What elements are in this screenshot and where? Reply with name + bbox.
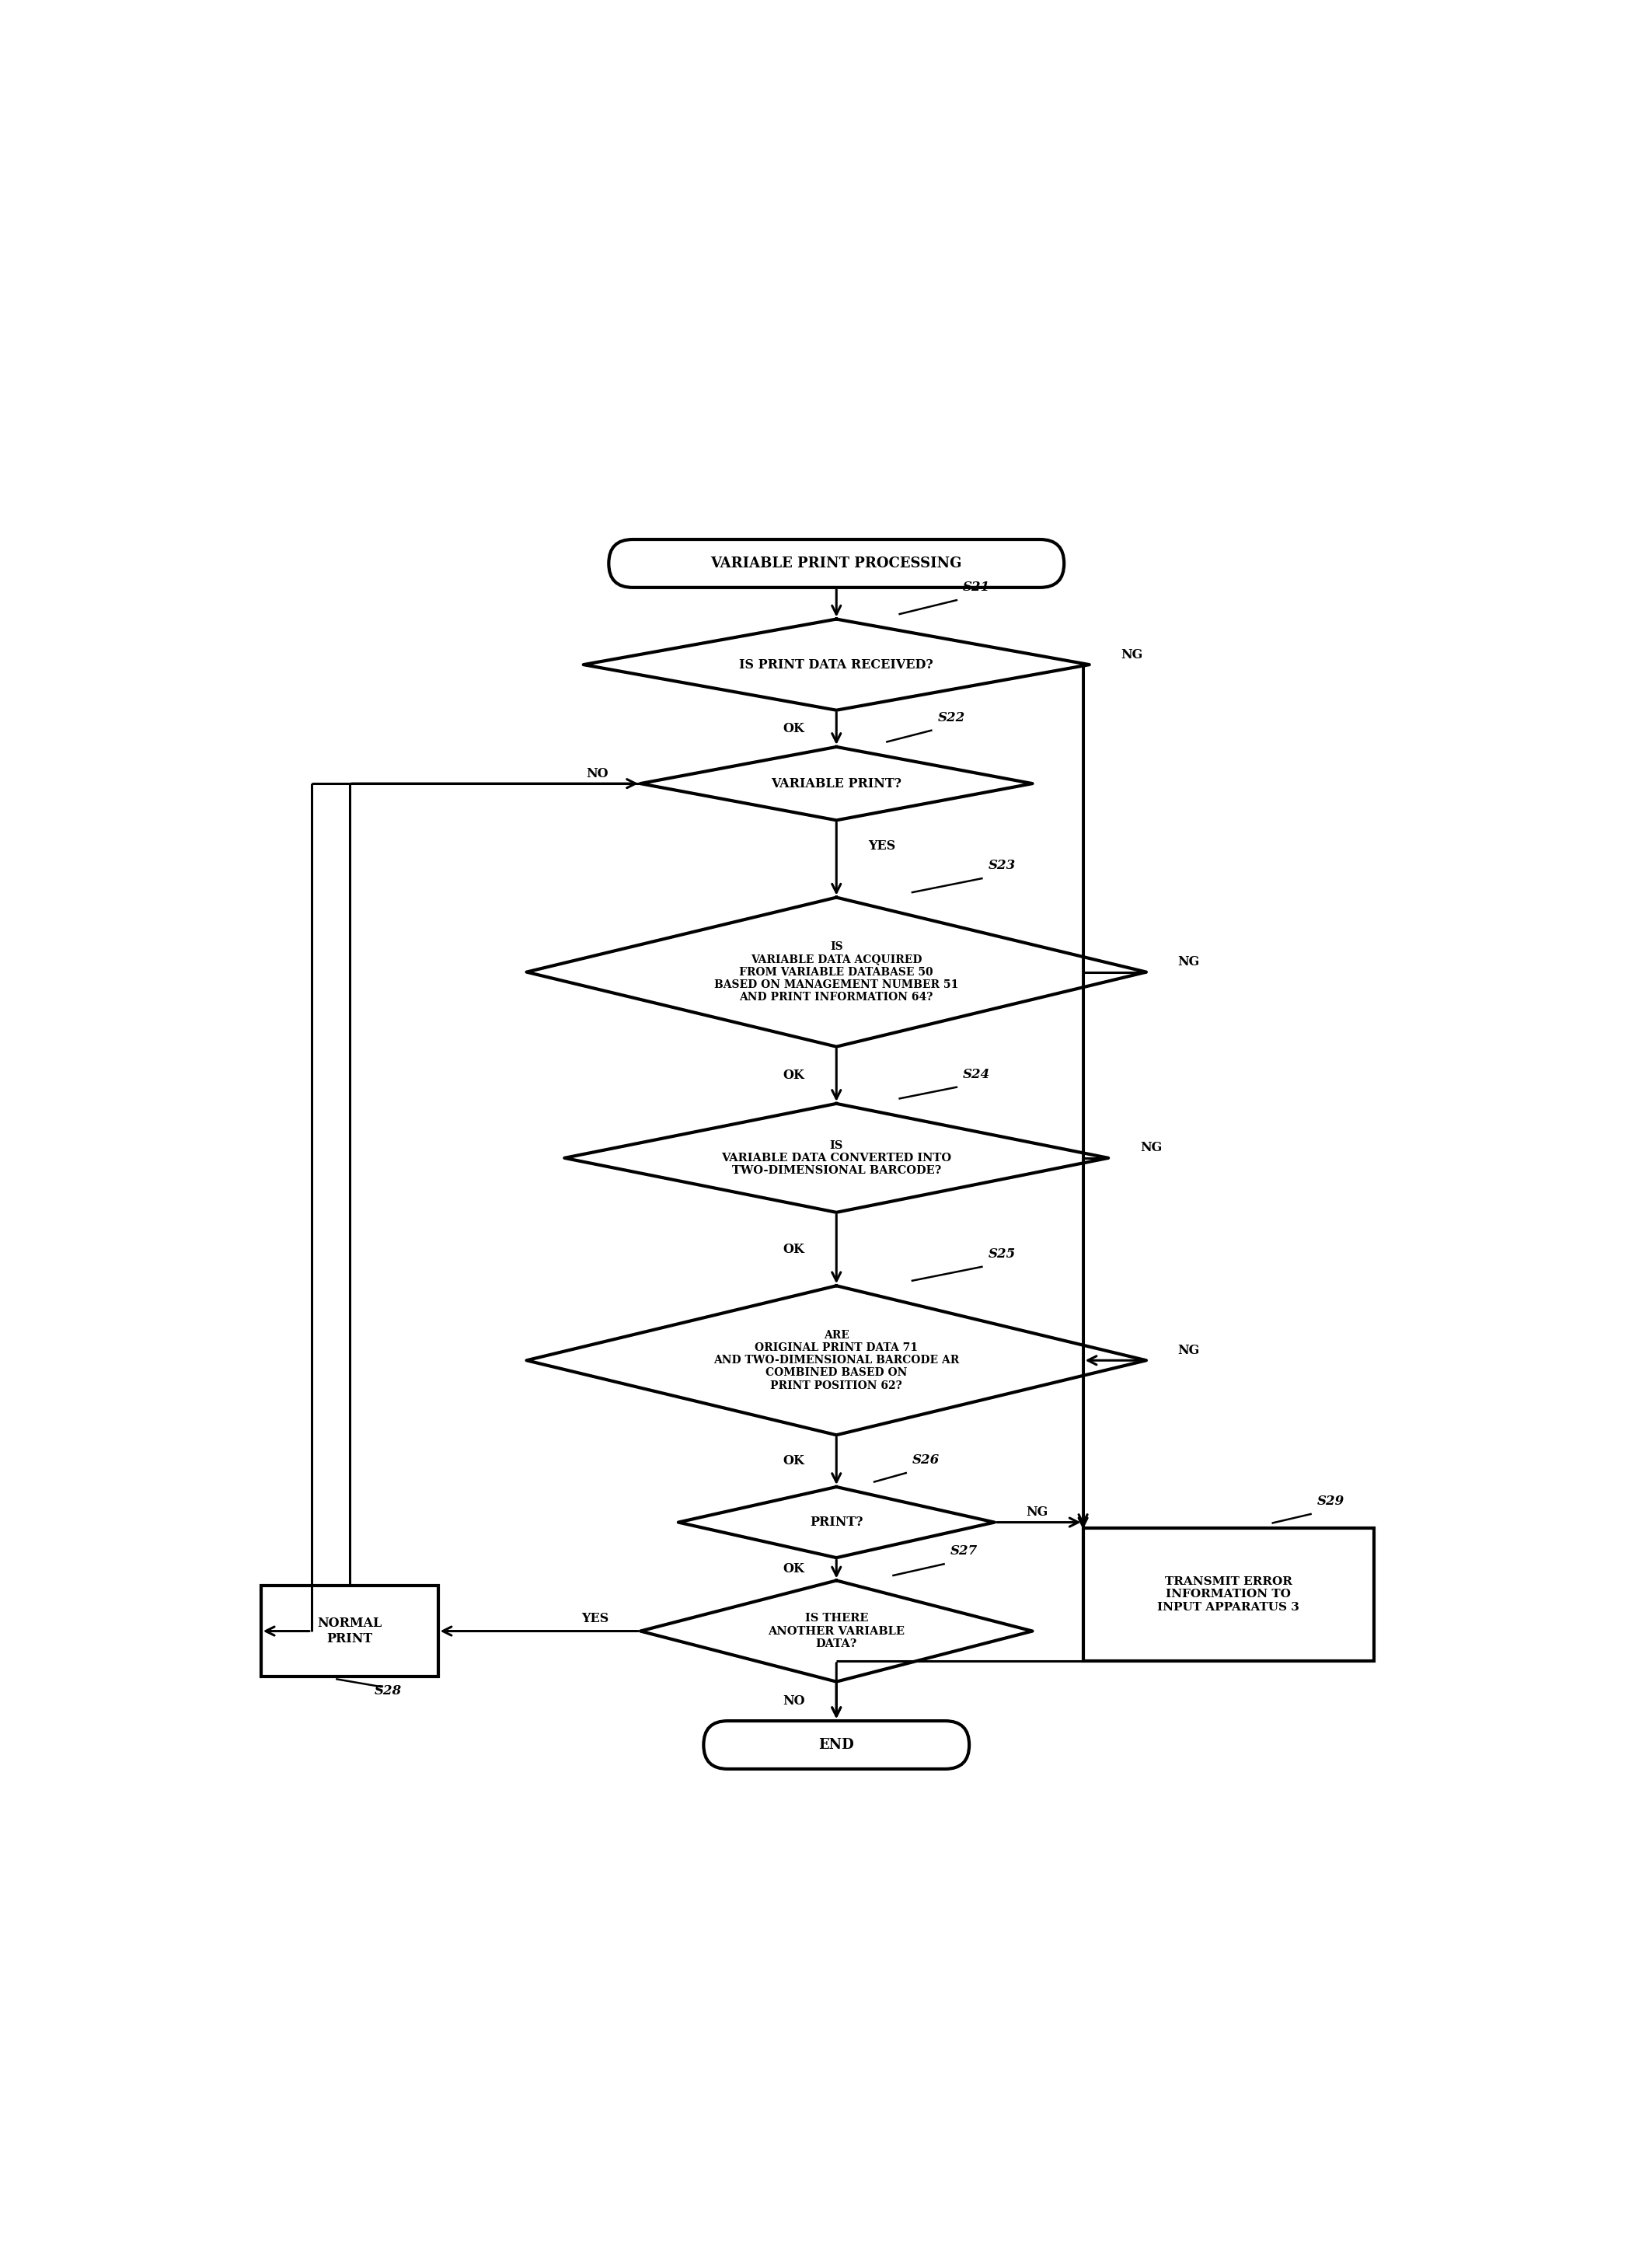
Text: YES: YES — [581, 1613, 609, 1626]
Text: VARIABLE PRINT PROCESSING: VARIABLE PRINT PROCESSING — [712, 556, 961, 572]
Text: IS PRINT DATA RECEIVED?: IS PRINT DATA RECEIVED? — [739, 658, 934, 671]
Text: NORMAL
PRINT: NORMAL PRINT — [317, 1617, 382, 1644]
Polygon shape — [584, 619, 1090, 710]
Text: NG: NG — [1178, 1343, 1200, 1356]
Text: OK: OK — [783, 1563, 805, 1576]
Text: S27: S27 — [950, 1545, 978, 1558]
FancyBboxPatch shape — [703, 1721, 969, 1769]
Text: S29: S29 — [1317, 1495, 1345, 1508]
Text: OK: OK — [783, 721, 805, 735]
Polygon shape — [527, 1286, 1146, 1436]
FancyBboxPatch shape — [1084, 1529, 1374, 1660]
Text: S22: S22 — [937, 710, 965, 723]
Text: END: END — [819, 1737, 854, 1751]
Polygon shape — [527, 898, 1146, 1046]
Text: NG: NG — [1139, 1141, 1162, 1154]
Text: IS
VARIABLE DATA CONVERTED INTO
TWO-DIMENSIONAL BARCODE?: IS VARIABLE DATA CONVERTED INTO TWO-DIME… — [721, 1141, 951, 1177]
Text: VARIABLE PRINT?: VARIABLE PRINT? — [770, 778, 901, 789]
Text: OK: OK — [783, 1454, 805, 1467]
Text: S25: S25 — [987, 1247, 1015, 1261]
Text: NO: NO — [586, 767, 609, 780]
Text: S26: S26 — [912, 1454, 940, 1467]
Polygon shape — [679, 1488, 994, 1558]
Text: OK: OK — [783, 1068, 805, 1082]
Polygon shape — [565, 1105, 1108, 1213]
Text: YES: YES — [868, 839, 896, 853]
Text: S21: S21 — [963, 581, 991, 594]
Text: NG: NG — [1178, 955, 1200, 968]
Text: IS
VARIABLE DATA ACQUIRED
FROM VARIABLE DATABASE 50
BASED ON MANAGEMENT NUMBER 5: IS VARIABLE DATA ACQUIRED FROM VARIABLE … — [715, 941, 958, 1002]
Polygon shape — [640, 746, 1033, 821]
Text: NO: NO — [782, 1694, 805, 1708]
Text: S28: S28 — [375, 1685, 401, 1696]
Text: S24: S24 — [963, 1068, 991, 1082]
Text: PRINT?: PRINT? — [809, 1515, 863, 1529]
Text: NG: NG — [1121, 649, 1142, 662]
Text: ARE
ORIGINAL PRINT DATA 71
AND TWO-DIMENSIONAL BARCODE AR
COMBINED BASED ON
PRIN: ARE ORIGINAL PRINT DATA 71 AND TWO-DIMEN… — [713, 1329, 960, 1390]
Text: NG: NG — [1027, 1506, 1048, 1520]
FancyBboxPatch shape — [609, 540, 1064, 587]
Text: OK: OK — [783, 1243, 805, 1256]
Text: S23: S23 — [987, 860, 1015, 873]
Text: TRANSMIT ERROR
INFORMATION TO
INPUT APPARATUS 3: TRANSMIT ERROR INFORMATION TO INPUT APPA… — [1157, 1576, 1299, 1613]
FancyBboxPatch shape — [261, 1585, 437, 1676]
Polygon shape — [640, 1581, 1033, 1681]
Text: IS THERE
ANOTHER VARIABLE
DATA?: IS THERE ANOTHER VARIABLE DATA? — [769, 1613, 904, 1649]
